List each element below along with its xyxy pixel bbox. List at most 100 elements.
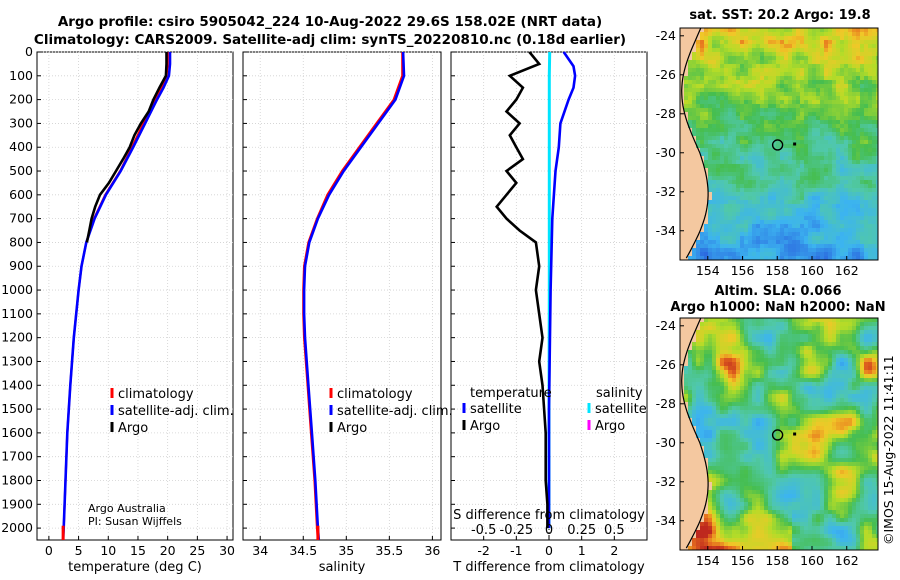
legend-temperature-heading: temperature xyxy=(470,386,552,401)
y-tick-label: 1400 xyxy=(1,377,33,392)
float-position-marker xyxy=(771,429,784,441)
y-tick-label: 1200 xyxy=(1,330,33,345)
legend: climatology satellite-adj. clim. Argo xyxy=(329,387,453,436)
y-tick-label: 1600 xyxy=(1,425,33,440)
y-tick-label: 200 xyxy=(9,92,33,107)
sst-field xyxy=(680,28,878,260)
x-axis-label: salinity xyxy=(319,560,366,575)
y-tick-label: 1300 xyxy=(1,353,33,368)
y-tick-label: 600 xyxy=(9,187,33,202)
legend-salinity-heading: salinity xyxy=(596,386,643,401)
y-tick-label: 800 xyxy=(9,234,33,249)
lon-tick-label: 160 xyxy=(800,263,824,278)
title-line-1: Argo profile: csiro 5905042_224 10-Aug-2… xyxy=(57,14,603,30)
x-tick-label: 15 xyxy=(130,543,146,558)
x-tick-label: 0 xyxy=(545,543,553,558)
secondary-tick-label: -0.5 xyxy=(471,523,496,538)
series-argo xyxy=(85,52,168,243)
x-tick-label: 0 xyxy=(45,543,53,558)
series-argo-t xyxy=(495,51,549,529)
secondary-tick-label: 0 xyxy=(545,523,553,538)
legend-label: satellite-adj. clim. xyxy=(337,404,453,419)
map-frame xyxy=(679,317,879,551)
legend-label: Argo xyxy=(595,419,625,434)
map-frame xyxy=(679,27,879,261)
lon-tick-label: 156 xyxy=(731,263,755,278)
y-tick-label: 2000 xyxy=(1,520,33,535)
y-tick-label: 500 xyxy=(9,163,33,178)
lat-tick-label: -28 xyxy=(656,106,676,121)
secondary-tick-label: 0.25 xyxy=(567,523,596,538)
coastline xyxy=(681,27,709,259)
x-axis-label: T difference from climatology xyxy=(452,560,645,575)
lon-tick-label: 162 xyxy=(835,263,859,278)
x-tick-label: 34 xyxy=(252,543,268,558)
x-tick-label: 2 xyxy=(610,543,618,558)
sst-map-title: sat. SST: 20.2 Argo: 19.8 xyxy=(689,8,871,23)
lat-tick-label: -30 xyxy=(656,435,676,450)
lat-tick-label: -28 xyxy=(656,396,676,411)
lon-tick-label: 156 xyxy=(731,553,755,568)
y-tick-label: 900 xyxy=(9,258,33,273)
x-tick-label: -2 xyxy=(477,543,489,558)
coastline xyxy=(681,317,709,549)
legend-label: climatology xyxy=(118,387,194,402)
y-tick-label: 300 xyxy=(9,115,33,130)
secondary-tick-label: 0.5 xyxy=(604,523,625,538)
y-tick-label: 700 xyxy=(9,211,33,226)
x-tick-label: 30 xyxy=(219,543,235,558)
x-tick-label: 10 xyxy=(100,543,116,558)
x-tick-label: 25 xyxy=(189,543,205,558)
sla-map: -24 -26 -28 -30 -32 -34 154 156 158 160 162 xyxy=(656,317,879,568)
track-point xyxy=(793,142,797,146)
float-position-marker xyxy=(771,139,784,151)
lat-tick-label: -32 xyxy=(656,474,676,489)
legend-label: satellite xyxy=(595,402,647,417)
y-tick-label: 400 xyxy=(9,139,33,154)
x-tick-label: 34.5 xyxy=(289,543,317,558)
track-point xyxy=(793,432,797,436)
lat-tick-label: -24 xyxy=(656,318,676,333)
y-tick-label: 1800 xyxy=(1,472,33,487)
credit-line-1: Argo Australia xyxy=(88,502,166,515)
lat-tick-label: -34 xyxy=(656,223,676,238)
y-tick-label: 1100 xyxy=(1,306,33,321)
y-tick-label: 100 xyxy=(9,68,33,83)
series-satellite-t xyxy=(547,51,577,529)
secondary-tick-label: -0.25 xyxy=(500,523,534,538)
y-tick-label: 1500 xyxy=(1,401,33,416)
y-tick-label: 0 xyxy=(25,44,33,59)
lat-tick-label: -34 xyxy=(656,513,676,528)
plot-frame xyxy=(242,51,442,541)
secondary-axis-label: S difference from climatology xyxy=(453,508,645,523)
sla-field xyxy=(680,318,878,550)
y-tick-label: 1900 xyxy=(1,496,33,511)
lat-tick-label: -32 xyxy=(656,184,676,199)
y-tick-label: 1700 xyxy=(1,449,33,464)
sla-map-title-1: Altim. SLA: 0.066 xyxy=(714,284,842,299)
x-tick-label: 5 xyxy=(75,543,83,558)
legend-label: Argo xyxy=(470,419,500,434)
x-tick-label: 1 xyxy=(578,543,586,558)
x-tick-label: 36 xyxy=(424,543,440,558)
panel-temperature: 0100200300400500600700800900100011001200… xyxy=(1,44,235,575)
lon-tick-label: 158 xyxy=(765,553,789,568)
lat-tick-label: -26 xyxy=(656,67,676,82)
panel-salinity: 34 34.5 35 35.5 36 salinity climatology satelli… xyxy=(242,51,453,575)
sla-map-title-2: Argo h1000: NaN h2000: NaN xyxy=(670,300,886,315)
series-satellite-adj xyxy=(302,51,406,541)
legend: climatology satellite-adj. clim. Argo xyxy=(110,387,234,436)
lon-tick-label: 154 xyxy=(696,263,720,278)
legend-label: Argo xyxy=(337,421,367,436)
lon-tick-label: 158 xyxy=(765,263,789,278)
x-tick-label: 20 xyxy=(160,543,176,558)
legend-label: satellite-adj. clim. xyxy=(118,404,234,419)
lat-tick-label: -24 xyxy=(656,28,676,43)
x-tick-label: 35 xyxy=(338,543,354,558)
panel-difference: -2 -1 0 1 2 T difference from climatology temp… xyxy=(450,51,648,575)
legend-label: Argo xyxy=(118,421,148,436)
legend-label: satellite xyxy=(470,402,522,417)
title-line-2: Climatology: CARS2009. Satellite-adj cli… xyxy=(33,32,627,48)
series-satellite-adj xyxy=(61,52,172,541)
